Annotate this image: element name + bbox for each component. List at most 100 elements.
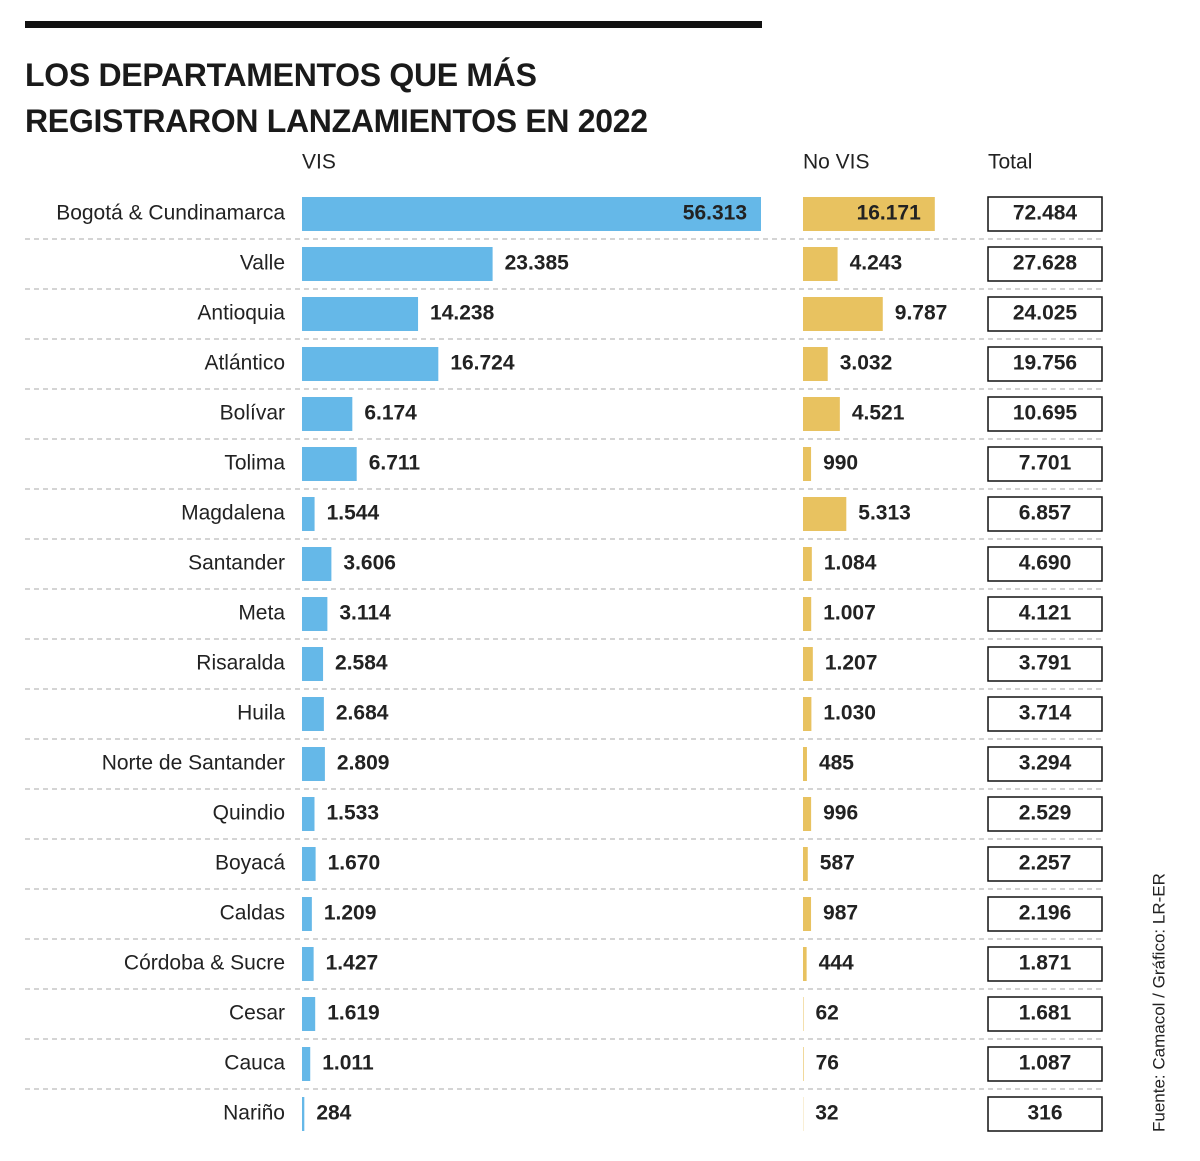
bar bbox=[803, 497, 847, 531]
bar bbox=[803, 1047, 804, 1081]
value-label: 1.619 bbox=[327, 1002, 380, 1025]
total-label: 3.294 bbox=[1019, 752, 1072, 775]
total-label: 72.484 bbox=[1013, 202, 1078, 225]
value-label: 1.007 bbox=[823, 602, 876, 625]
total-label: 4.121 bbox=[1019, 602, 1072, 625]
bar bbox=[302, 447, 357, 481]
value-label: 76 bbox=[816, 1052, 839, 1075]
total-label: 1.087 bbox=[1019, 1052, 1072, 1075]
category-label: Cauca bbox=[224, 1052, 285, 1075]
bar bbox=[803, 997, 804, 1031]
value-label: 444 bbox=[819, 952, 854, 975]
value-label: 1.670 bbox=[328, 852, 381, 875]
total-label: 2.196 bbox=[1019, 902, 1072, 925]
source-note: Fuente: Camacol / Gráfico: LR-ER bbox=[1149, 873, 1168, 1132]
bar bbox=[302, 247, 493, 281]
bar bbox=[302, 897, 312, 931]
total-label: 19.756 bbox=[1013, 352, 1077, 375]
top-rule bbox=[25, 21, 762, 28]
total-label: 24.025 bbox=[1013, 302, 1078, 325]
bar bbox=[302, 597, 328, 631]
value-label: 284 bbox=[316, 1102, 351, 1125]
bar bbox=[302, 297, 419, 331]
total-box bbox=[987, 496, 1103, 532]
value-label: 3.114 bbox=[339, 602, 391, 625]
value-label: 987 bbox=[823, 902, 858, 925]
chart-title: LOS DEPARTAMENTOS QUE MÁS REGISTRARON LA… bbox=[25, 57, 648, 139]
category-label: Quindio bbox=[213, 802, 285, 825]
bar bbox=[803, 697, 812, 731]
category-label: Bogotá & Cundinamarca bbox=[56, 202, 285, 225]
value-label: 32 bbox=[815, 1102, 838, 1125]
category-label: Norte de Santander bbox=[102, 752, 285, 775]
bar bbox=[302, 347, 439, 381]
bar bbox=[803, 297, 883, 331]
value-label: 16.724 bbox=[450, 352, 515, 375]
value-label: 4.243 bbox=[850, 252, 903, 275]
value-label: 56.313 bbox=[683, 202, 747, 225]
category-label: Caldas bbox=[220, 902, 285, 925]
bar bbox=[302, 1047, 311, 1081]
category-label: Meta bbox=[238, 602, 285, 625]
category-label: Huila bbox=[237, 702, 285, 725]
category-label: Nariño bbox=[223, 1102, 285, 1125]
total-label: 10.695 bbox=[1013, 402, 1078, 425]
total-box bbox=[987, 946, 1103, 982]
category-label: Córdoba & Sucre bbox=[124, 952, 285, 975]
column-header: No VIS bbox=[803, 151, 870, 174]
value-label: 62 bbox=[816, 1002, 839, 1025]
category-label: Antioquia bbox=[197, 302, 285, 325]
total-label: 2.529 bbox=[1019, 802, 1072, 825]
value-label: 1.030 bbox=[823, 702, 876, 725]
value-label: 16.171 bbox=[857, 202, 922, 225]
category-label: Tolima bbox=[224, 452, 285, 475]
bar bbox=[302, 1097, 305, 1131]
total-box bbox=[987, 796, 1103, 832]
total-label: 316 bbox=[1027, 1102, 1062, 1125]
total-label: 3.791 bbox=[1019, 652, 1072, 675]
value-label: 1.533 bbox=[326, 802, 379, 825]
category-label: Magdalena bbox=[181, 502, 285, 525]
bar bbox=[803, 797, 812, 831]
value-label: 1.427 bbox=[326, 952, 379, 975]
total-box bbox=[987, 846, 1103, 882]
value-label: 2.584 bbox=[335, 652, 388, 675]
value-label: 990 bbox=[823, 452, 858, 475]
value-label: 1.544 bbox=[327, 502, 380, 525]
total-box bbox=[987, 596, 1103, 632]
value-label: 9.787 bbox=[895, 302, 948, 325]
value-label: 485 bbox=[819, 752, 854, 775]
bar bbox=[803, 747, 807, 781]
category-label: Boyacá bbox=[215, 852, 285, 875]
value-label: 587 bbox=[820, 852, 855, 875]
bar bbox=[302, 747, 325, 781]
value-label: 996 bbox=[823, 802, 858, 825]
bar bbox=[302, 947, 314, 981]
total-box bbox=[987, 546, 1103, 582]
bar bbox=[803, 397, 840, 431]
total-label: 1.871 bbox=[1019, 952, 1072, 975]
bar bbox=[803, 197, 935, 231]
total-label: 6.857 bbox=[1019, 502, 1072, 525]
total-box bbox=[987, 646, 1103, 682]
value-label: 3.606 bbox=[343, 552, 396, 575]
bar bbox=[803, 547, 812, 581]
bar bbox=[302, 797, 315, 831]
total-box bbox=[987, 896, 1103, 932]
total-label: 27.628 bbox=[1013, 252, 1078, 275]
total-label: 4.690 bbox=[1019, 552, 1072, 575]
total-box bbox=[987, 1096, 1103, 1132]
bar bbox=[302, 497, 315, 531]
bar bbox=[302, 697, 324, 731]
column-header: VIS bbox=[302, 151, 336, 174]
value-label: 14.238 bbox=[430, 302, 495, 325]
value-label: 5.313 bbox=[858, 502, 911, 525]
category-label: Bolívar bbox=[220, 402, 285, 425]
value-label: 1.207 bbox=[825, 652, 878, 675]
bar bbox=[302, 197, 761, 231]
bar bbox=[302, 547, 332, 581]
bar bbox=[803, 947, 807, 981]
total-box bbox=[987, 696, 1103, 732]
